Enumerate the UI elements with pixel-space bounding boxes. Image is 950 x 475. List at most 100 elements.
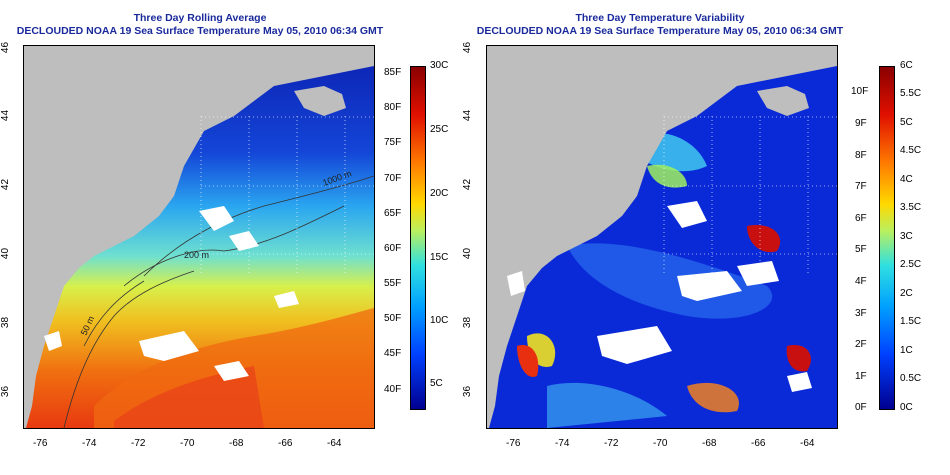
left-lon-tick: -76 [33,438,48,449]
left-lon-tick: -74 [82,438,97,449]
right-land [487,46,837,428]
left-lon-tick: -72 [131,438,146,449]
left-cloud-4 [214,361,249,381]
left-colorbar [410,66,426,410]
right-colorbar [879,66,895,410]
left-cbar-f: 40F [384,384,402,395]
left-cbar-f: 70F [384,173,402,184]
right-patch-lightblue [567,243,773,319]
left-lon-tick: -66 [278,438,293,449]
right-lon-tick: -74 [555,438,570,449]
right-cbar-f: 7F [855,181,867,192]
left-contour-50m [83,280,145,347]
left-cbar-c: 25C [430,124,449,135]
left-lat-tick: 36 [0,385,12,398]
left-cbar-f: 45F [384,348,402,359]
right-cbar-c: 5.5C [900,88,922,99]
left-nova-scotia [294,86,346,116]
right-patch-orange [687,382,739,413]
left-cbar-f: 50F [384,313,402,324]
left-title-line1: Three Day Rolling Average [133,12,267,24]
left-cbar-f: 75F [384,137,402,148]
left-lat-tick: 38 [0,316,12,329]
right-nova-scotia [757,86,809,116]
right-patch-green [647,164,687,188]
left-cbar-f: 65F [384,208,402,219]
left-warm-core [114,366,264,428]
right-patch-red-2 [747,225,781,253]
right-patch-red-1 [517,345,539,377]
left-cbar-c: 10C [430,315,449,326]
right-lon-tick: -68 [702,438,717,449]
right-cbar-c: 1.5C [900,316,922,327]
left-cloud-5 [274,291,299,308]
right-cbar-c: 6C [900,60,913,71]
left-cloud-2 [229,231,259,251]
left-lat-tick: 46 [0,41,12,54]
right-cloud-3 [597,326,672,364]
right-variability-map [486,45,838,429]
right-cbar-c: 4.5C [900,145,922,156]
right-cbar-c: 3.5C [900,202,922,213]
right-cbar-c: 2C [900,288,913,299]
right-cloud-2 [677,271,742,301]
left-lat-tick: 40 [0,247,12,260]
left-cbar-c: 15C [430,252,449,263]
left-contour-label-200m: 200 m [184,250,209,260]
right-title-line1: Three Day Temperature Variability [575,12,745,24]
right-lat-tick: 44 [462,109,474,122]
right-cbar-c: 3C [900,231,913,242]
right-cloud-5 [507,271,525,296]
right-lon-tick: -76 [506,438,521,449]
left-lat-tick: 44 [0,109,12,122]
right-cbar-c: 0.5C [900,373,922,384]
right-cbar-f: 10F [851,86,869,97]
left-contour-inner [63,270,195,428]
right-cbar-f: 5F [855,244,867,255]
left-cloud-3 [139,331,199,361]
right-cbar-c: 4C [900,174,913,185]
right-lat-tick: 40 [462,247,474,260]
left-cbar-f: 80F [384,102,402,113]
left-lat-tick: 42 [0,178,12,191]
left-cloud-1 [199,206,234,231]
left-title-line2: DECLOUDED NOAA 19 Sea Surface Temperatur… [16,25,384,37]
right-patch-lightblue-2 [547,382,667,428]
right-cbar-f: 3F [855,308,867,319]
left-contour-200m [123,205,345,287]
right-cbar-f: 4F [855,276,867,287]
right-cbar-f: 1F [855,371,867,382]
right-lat-tick: 42 [462,178,474,191]
right-lon-tick: -66 [751,438,766,449]
right-lat-tick: 46 [462,41,474,54]
left-cbar-f: 60F [384,243,402,254]
left-cloud-6 [44,331,62,351]
right-cbar-f: 9F [855,118,867,129]
left-contour-1000m [143,175,374,277]
left-cbar-c: 30C [430,60,449,71]
left-cbar-c: 5C [430,378,443,389]
left-land [24,46,374,428]
right-title-line2: DECLOUDED NOAA 19 Sea Surface Temperatur… [476,25,844,37]
left-cbar-f: 55F [384,278,402,289]
right-cloud-4 [737,261,779,286]
right-cbar-f: 2F [855,339,867,350]
right-lat-tick: 36 [462,385,474,398]
right-cbar-c: 5C [900,117,913,128]
right-lon-tick: -64 [800,438,815,449]
right-cbar-c: 0C [900,402,913,413]
right-lon-tick: -70 [653,438,668,449]
right-cbar-f: 8F [855,150,867,161]
right-cloud-1 [667,201,707,228]
right-cbar-c: 2.5C [900,259,922,270]
right-lon-tick: -72 [604,438,619,449]
left-lon-tick: -68 [229,438,244,449]
left-lon-tick: -70 [180,438,195,449]
right-cbar-f: 0F [855,402,867,413]
left-cbar-f: 85F [384,67,402,78]
right-cloud-6 [787,372,812,392]
right-lat-tick: 38 [462,316,474,329]
right-cbar-f: 6F [855,213,867,224]
left-lon-tick: -64 [327,438,342,449]
left-cbar-c: 20C [430,188,449,199]
